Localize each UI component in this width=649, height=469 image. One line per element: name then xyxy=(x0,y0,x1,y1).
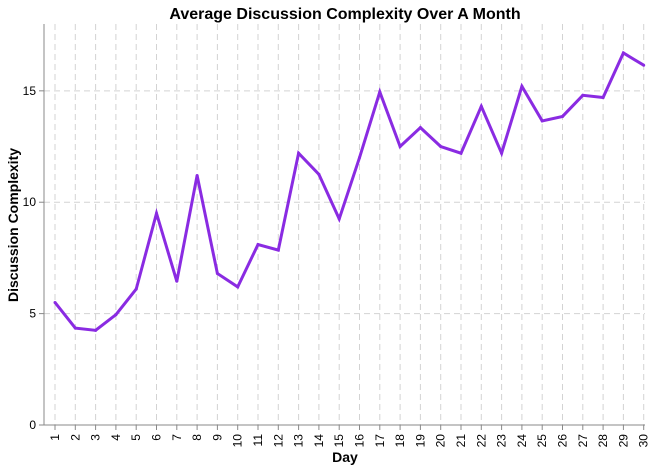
x-tick-label: 9 xyxy=(210,434,224,441)
data-point xyxy=(561,114,564,118)
x-tick-label: 4 xyxy=(109,434,123,441)
x-tick-label: 30 xyxy=(637,434,649,448)
x-tick-label: 27 xyxy=(576,434,590,448)
x-tick-label: 26 xyxy=(556,434,570,448)
x-tick-label: 12 xyxy=(271,434,285,448)
x-tick-label: 16 xyxy=(353,434,367,448)
y-axis-title: Discussion Complexity xyxy=(5,148,21,302)
x-tick-label: 24 xyxy=(515,434,529,448)
x-tick-label: 13 xyxy=(292,434,306,448)
data-point xyxy=(215,272,219,276)
data-point xyxy=(276,248,280,252)
data-point xyxy=(581,93,585,97)
y-tick-label: 10 xyxy=(23,195,37,209)
x-tick-label: 19 xyxy=(413,434,427,448)
data-point xyxy=(358,156,361,160)
data-point xyxy=(459,151,463,155)
data-point xyxy=(642,63,646,67)
x-tick-label: 15 xyxy=(332,434,346,448)
data-point xyxy=(53,300,57,304)
x-tick-label: 21 xyxy=(454,434,468,448)
data-point xyxy=(134,287,138,291)
x-tick-label: 1 xyxy=(48,434,62,441)
data-point xyxy=(155,211,158,215)
data-point xyxy=(378,90,382,94)
x-axis-title: Day xyxy=(332,449,358,465)
x-tick-label: 6 xyxy=(150,434,164,441)
data-point xyxy=(540,119,544,123)
data-point xyxy=(520,84,524,88)
x-tick-label: 3 xyxy=(89,434,103,441)
data-point xyxy=(439,145,443,149)
data-point xyxy=(256,243,260,247)
data-point xyxy=(500,151,504,155)
data-point xyxy=(398,145,402,149)
x-tick-label: 7 xyxy=(170,434,184,441)
x-tick-label: 18 xyxy=(393,434,407,448)
x-tick-label: 11 xyxy=(251,434,265,447)
series xyxy=(53,50,646,332)
data-point xyxy=(601,96,605,100)
series-line xyxy=(53,50,645,332)
data-point xyxy=(73,326,77,330)
x-tick-label: 5 xyxy=(129,434,143,441)
x-tick-label: 23 xyxy=(495,434,509,448)
data-point xyxy=(418,126,422,130)
data-point xyxy=(297,151,301,155)
y-tick-label: 5 xyxy=(29,307,36,321)
data-point xyxy=(479,104,483,108)
chart-title: Average Discussion Complexity Over A Mon… xyxy=(169,6,520,23)
x-tick-label: 14 xyxy=(312,434,326,448)
x-tick-label: 2 xyxy=(68,434,82,441)
y-tick-label: 15 xyxy=(23,84,37,98)
x-tick-label: 22 xyxy=(474,434,488,448)
x-tick-label: 28 xyxy=(596,434,610,448)
data-point xyxy=(94,328,98,332)
y-tick-label: 0 xyxy=(29,418,36,432)
x-tick-label: 17 xyxy=(373,434,387,448)
data-point xyxy=(114,313,118,317)
grid xyxy=(44,24,645,425)
data-point xyxy=(317,172,321,176)
x-tick-label: 10 xyxy=(231,434,245,448)
data-point xyxy=(621,51,625,55)
data-point xyxy=(337,217,341,221)
x-tick-label: 8 xyxy=(190,434,204,441)
x-tick-label: 25 xyxy=(535,434,549,448)
data-point xyxy=(195,173,199,177)
x-tick-label: 20 xyxy=(434,434,448,448)
data-point xyxy=(236,285,240,289)
data-point xyxy=(175,279,179,283)
x-tick-label: 29 xyxy=(616,434,630,448)
